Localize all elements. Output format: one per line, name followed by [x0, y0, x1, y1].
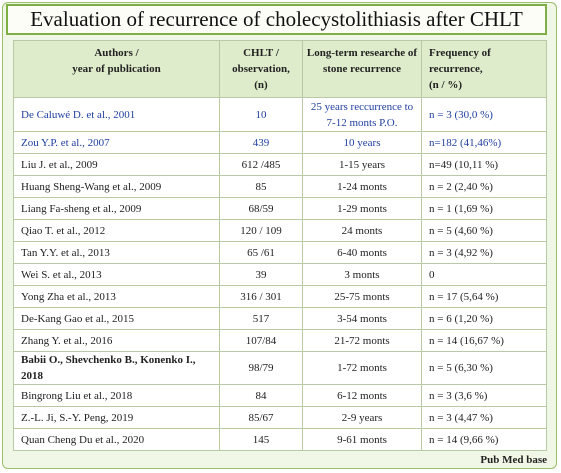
table-cell: Liu J. et al., 2009 — [13, 153, 220, 176]
header-row: Authors / year of publication CHLT / obse… — [13, 40, 547, 98]
table-cell: Z.-L. Ji, S.-Y. Peng, 2019 — [13, 406, 220, 429]
table-cell: 1-15 years — [302, 153, 422, 176]
table-cell: De-Kang Gao et al., 2015 — [13, 307, 220, 330]
table-cell: 145 — [219, 428, 303, 451]
table-row: Wei S. et al., 2013 39 3 monts 0 — [13, 263, 547, 286]
table-cell: 0 — [421, 263, 547, 286]
table-cell: Qiao T. et al., 2012 — [13, 219, 220, 242]
table-row: Tan Y.Y. et al., 2013 65 /61 6-40 monts n =… — [13, 241, 547, 264]
table-row: De-Kang Gao et al., 2015 517 3-54 monts n =… — [13, 307, 547, 330]
table-cell: n = 1 (1,69 %) — [421, 197, 547, 220]
table-cell: 6-12 monts — [302, 384, 422, 407]
table-cell: n = 3 (4,47 %) — [421, 406, 547, 429]
table-cell: Tan Y.Y. et al., 2013 — [13, 241, 220, 264]
table-cell: Zou Y.P. et al., 2007 — [13, 131, 220, 154]
table-body: De Caluwé D. et al., 2001 10 25 years recc… — [13, 97, 547, 451]
table-cell: n = 14 (16,67 %) — [421, 329, 547, 352]
header-cell: CHLT / observation, (n) — [219, 40, 303, 98]
table-cell: 107/84 — [219, 329, 303, 352]
table-cell: 25 years reccurrence to 7-12 monts P.O. — [302, 97, 422, 132]
table-cell: 439 — [219, 131, 303, 154]
table-cell: n = 5 (6,30 %) — [421, 351, 547, 385]
table-row: Yong Zha et al., 2013 316 / 301 25-75 mont… — [13, 285, 547, 308]
table-cell: n = 3 (4,92 %) — [421, 241, 547, 264]
table-cell: n=182 (41,46%) — [421, 131, 547, 154]
table-cell: n = 2 (2,40 %) — [421, 175, 547, 198]
table-cell: n = 3 (30,0 %) — [421, 97, 547, 132]
table-row: Qiao T. et al., 2012 120 / 109 24 monts n =… — [13, 219, 547, 242]
table-cell: n = 5 (4,60 %) — [421, 219, 547, 242]
table-row: Z.-L. Ji, S.-Y. Peng, 2019 85/67 2-9 years… — [13, 406, 547, 429]
table-cell: n = 14 (9,66 %) — [421, 428, 547, 451]
table-cell: 2-9 years — [302, 406, 422, 429]
table-cell: n = 17 (5,64 %) — [421, 285, 547, 308]
source-note: Pub Med base — [480, 454, 547, 466]
table-row: Liang Fa-sheng et al., 2009 68/59 1-29 mon… — [13, 197, 547, 220]
table-row: Liu J. et al., 2009 612 /485 1-15 years n=4… — [13, 153, 547, 176]
table-row: Huang Sheng-Wang et al., 2009 85 1-24 mont… — [13, 175, 547, 198]
table-row: Quan Cheng Du et al., 2020 145 9-61 monts n… — [13, 428, 547, 451]
table-cell: Wei S. et al., 2013 — [13, 263, 220, 286]
table-cell: 1-29 monts — [302, 197, 422, 220]
table-row: Zhang Y. et al., 2016 107/84 21-72 monts n … — [13, 329, 547, 352]
table-cell: Quan Cheng Du et al., 2020 — [13, 428, 220, 451]
table-cell: Huang Sheng-Wang et al., 2009 — [13, 175, 220, 198]
table-cell: 612 /485 — [219, 153, 303, 176]
table-cell: 98/79 — [219, 351, 303, 385]
table-cell: 120 / 109 — [219, 219, 303, 242]
table-cell: 3 monts — [302, 263, 422, 286]
table-cell: Bingrong Liu et al., 2018 — [13, 384, 220, 407]
slide-title: Evaluation of recurrence of cholecystoli… — [6, 4, 547, 35]
recurrence-table: Authors / year of publication CHLT / obse… — [13, 40, 547, 451]
table-cell: 9-61 monts — [302, 428, 422, 451]
table-row: De Caluwé D. et al., 2001 10 25 years recc… — [13, 97, 547, 132]
table-cell: Babii O., Shevchenko B., Konenko I., 201… — [13, 351, 220, 385]
table-cell: 24 monts — [302, 219, 422, 242]
table-cell: 316 / 301 — [219, 285, 303, 308]
table-cell: 25-75 monts — [302, 285, 422, 308]
table-cell: 10 — [219, 97, 303, 132]
header-cell: Long-term researche of stone recurrence — [302, 40, 422, 98]
table-cell: 84 — [219, 384, 303, 407]
table-cell: Liang Fa-sheng et al., 2009 — [13, 197, 220, 220]
table-cell: n = 3 (3,6 %) — [421, 384, 547, 407]
table-cell: 85 — [219, 175, 303, 198]
table-cell: 21-72 monts — [302, 329, 422, 352]
table-cell: 85/67 — [219, 406, 303, 429]
table-cell: 39 — [219, 263, 303, 286]
table-cell: n=49 (10,11 %) — [421, 153, 547, 176]
table-cell: n = 6 (1,20 %) — [421, 307, 547, 330]
table-cell: Yong Zha et al., 2013 — [13, 285, 220, 308]
table-cell: 517 — [219, 307, 303, 330]
table-cell: 65 /61 — [219, 241, 303, 264]
table-row: Zou Y.P. et al., 2007 439 10 years n=182 (4… — [13, 131, 547, 154]
table-cell: 6-40 monts — [302, 241, 422, 264]
header-cell: Authors / year of publication — [13, 40, 220, 98]
table-cell: 68/59 — [219, 197, 303, 220]
table-cell: Zhang Y. et al., 2016 — [13, 329, 220, 352]
table-cell: 1-24 monts — [302, 175, 422, 198]
table-cell: 10 years — [302, 131, 422, 154]
table-row: Babii O., Shevchenko B., Konenko I., 201… — [13, 351, 547, 385]
header-cell: Frequency of recurrence, (n / %) — [421, 40, 547, 98]
table-cell: De Caluwé D. et al., 2001 — [13, 97, 220, 132]
table-cell: 1-72 monts — [302, 351, 422, 385]
table-row: Bingrong Liu et al., 2018 84 6-12 monts n =… — [13, 384, 547, 407]
table-cell: 3-54 monts — [302, 307, 422, 330]
